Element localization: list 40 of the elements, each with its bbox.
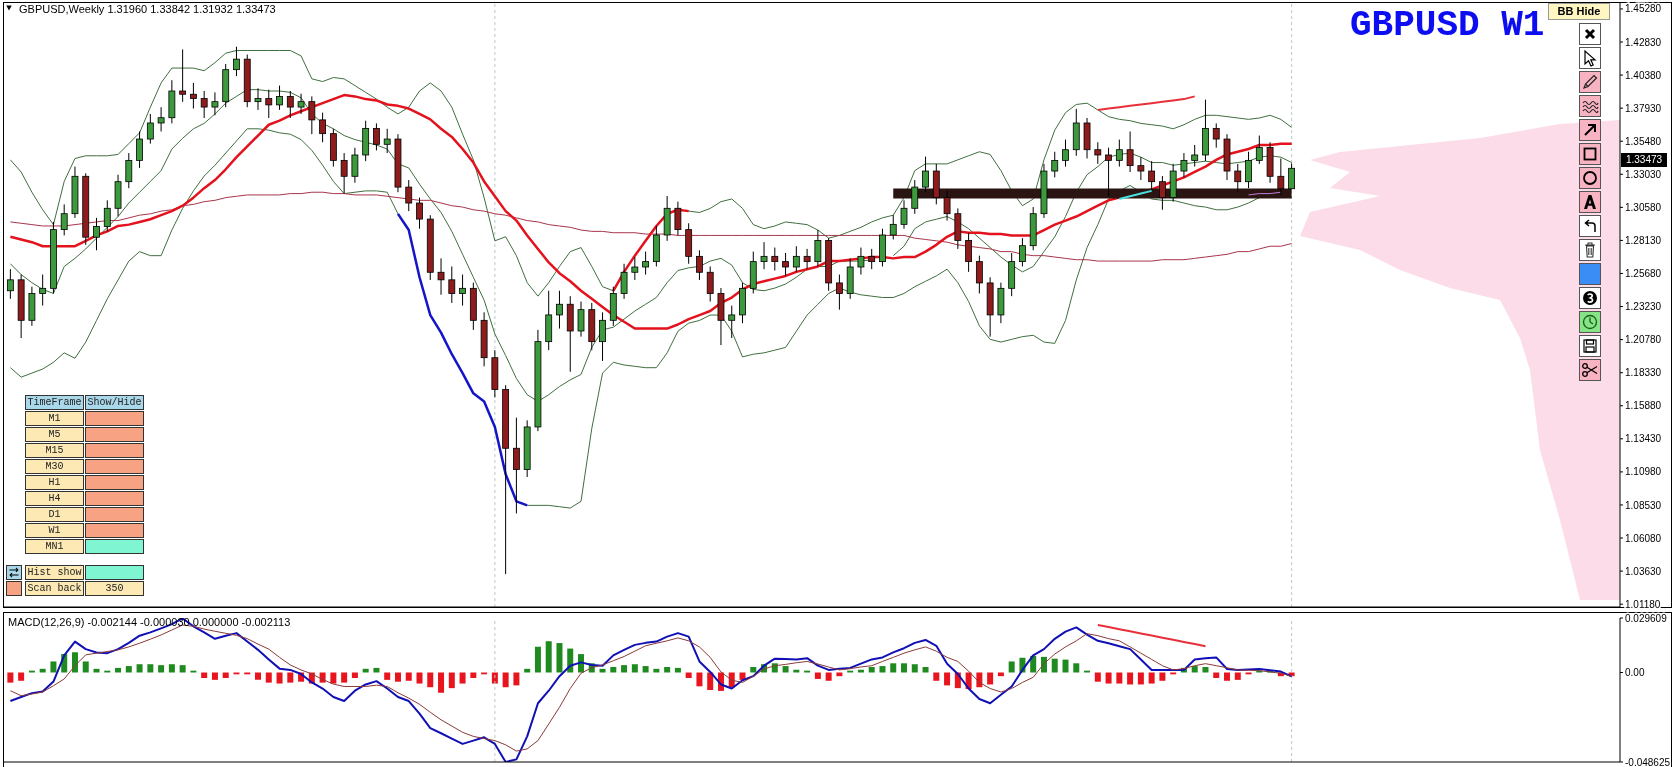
table-cell: H4 [25,491,84,506]
text: GBPUSD W1 [1350,5,1545,46]
y-tick-label: 1.13430 [1625,433,1662,445]
y-tick-label: 1.35480 [1625,135,1662,147]
y-tick-label: 1.06080 [1625,532,1662,544]
y-tick-label: 0.029609 [1625,612,1668,624]
y-tick-label: 1.25680 [1625,268,1662,280]
y-tick-label: 1.33030 [1625,168,1662,180]
y-tick-label: 1.40380 [1625,69,1662,81]
table-cell: TimeFrame [25,395,84,410]
table-cell: M15 [25,443,84,458]
chart-subtitle: GBPUSD,Weekly 1.31960 1.33842 1.31932 1.33473 [19,3,276,16]
y-tick-label: 1.03630 [1625,565,1662,577]
y-tick-label: 1.30580 [1625,201,1662,213]
table-cell: MN1 [25,539,84,554]
table-cell: D1 [25,507,84,522]
text: 1.33473 [1621,153,1667,168]
table-cell: W1 [25,523,84,538]
table-cell: M5 [25,427,84,442]
y-tick-label: 1.28130 [1625,234,1662,246]
y-tick-label: 1.15880 [1625,400,1662,412]
y-tick-label: 1.37930 [1625,102,1662,114]
table-cell: Scan back [25,581,84,596]
y-tick-label: 0.00 [1625,667,1645,679]
table-cell: H1 [25,475,84,490]
y-tick-label: 1.18330 [1625,367,1662,379]
y-tick-label: -0.048625 [1625,756,1671,767]
y-tick-label: 1.20780 [1625,334,1662,346]
table-cell: M1 [25,411,84,426]
button: BB Hide [1548,3,1610,20]
table-cell: M30 [25,459,84,474]
y-tick-label: 1.45280 [1625,3,1662,15]
table-cell: Show/Hide [85,395,144,410]
y-tick-label: 1.08530 [1625,499,1662,511]
table-cell: 350 [85,581,144,596]
table-cell: Hist show [25,565,84,580]
y-tick-label: 1.10980 [1625,466,1662,478]
y-tick-label: 1.23230 [1625,301,1662,313]
y-tick-label: 1.42830 [1625,36,1662,48]
y-tick-label: 1.01180 [1625,598,1661,610]
